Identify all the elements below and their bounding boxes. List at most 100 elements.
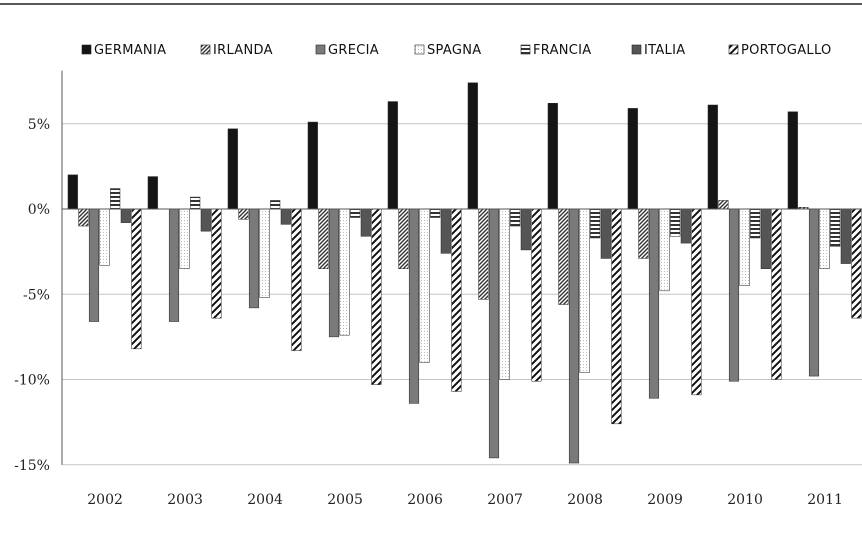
bar-spagna-2009	[659, 208, 670, 292]
x-tick-label-2006: 2006	[407, 492, 443, 508]
bar-portogallo-2009	[691, 208, 702, 396]
bar-spagna-2004	[259, 208, 270, 298]
bar-italia-2010	[760, 208, 771, 269]
x-tick-label-2005: 2005	[327, 492, 363, 508]
bar-grecia-2005	[328, 208, 340, 338]
axes	[61, 70, 862, 465]
bar-germania-2006	[387, 101, 398, 210]
bar-germania-2005	[307, 121, 318, 210]
bar-irlanda-2010	[718, 200, 729, 210]
bar-portogallo-2010	[771, 208, 782, 380]
bar-portogallo-2005	[371, 208, 382, 385]
bar-grecia-2003	[168, 208, 180, 322]
bar-francia-2002	[110, 188, 121, 210]
x-tick-labels: 2002 2003 2004 2005 2006 2007 2008 2009 2010 2011	[87, 492, 843, 508]
bar-francia-2004	[270, 200, 281, 210]
legend-swatch-spagna	[414, 44, 425, 55]
gridlines	[62, 123, 862, 466]
bar-irlanda-2005	[318, 208, 329, 269]
bar-francia-2011	[830, 208, 841, 247]
x-tick-label-2011: 2011	[807, 492, 843, 508]
bar-germania-2007	[467, 82, 478, 210]
bar-grecia-2011	[808, 208, 820, 377]
bar-portogallo-2007	[531, 208, 542, 382]
bar-grecia-2004	[248, 208, 260, 309]
bar-grecia-2007	[488, 208, 500, 459]
bar-italia-2008	[600, 208, 611, 259]
legend: GERMANIA IRLANDA GRECIA SPAGNA FRANCIA ITALIA…	[81, 43, 832, 58]
bar-italia-2004	[280, 208, 291, 225]
bar-irlanda-2006	[398, 208, 409, 269]
bar-irlanda-2007	[478, 208, 489, 300]
bar-francia-2008	[590, 208, 601, 239]
bar-portogallo-2004	[291, 208, 302, 351]
x-tick-label-2002: 2002	[87, 492, 123, 508]
bar-francia-2007	[510, 208, 521, 227]
bar-germania-2008	[547, 103, 558, 210]
legend-swatch-grecia	[315, 44, 326, 55]
legend-swatch-germania	[81, 44, 92, 55]
y-tick-label-10: -10%	[14, 373, 50, 389]
bar-spagna-2002	[99, 208, 110, 266]
bar-germania-2011	[787, 111, 798, 210]
y-tick-label-5: -5%	[23, 287, 50, 303]
x-tick-label-2003: 2003	[167, 492, 203, 508]
bar-portogallo-2003	[211, 208, 222, 319]
legend-swatch-italia	[631, 44, 642, 55]
bar-francia-2003	[190, 196, 201, 210]
legend-label-spagna: SPAGNA	[427, 43, 481, 58]
legend-label-portogallo: PORTOGALLO	[741, 43, 832, 58]
legend-swatch-francia	[520, 44, 531, 55]
bar-spagna-2006	[419, 208, 430, 363]
bar-francia-2005	[350, 208, 361, 218]
bar-italia-2006	[440, 208, 451, 254]
bar-italia-2011	[840, 208, 851, 264]
bar-germania-2004	[227, 128, 238, 210]
bar-italia-2009	[680, 208, 691, 244]
bar-spagna-2005	[339, 208, 350, 336]
legend-swatch-portogallo	[728, 44, 739, 55]
bar-irlanda-2009	[638, 208, 649, 259]
bar-spagna-2003	[179, 208, 190, 269]
bar-germania-2010	[707, 104, 718, 210]
bar-francia-2010	[750, 208, 761, 239]
x-tick-label-2008: 2008	[567, 492, 603, 508]
bar-portogallo-2002	[131, 208, 142, 350]
bar-grecia-2010	[728, 208, 740, 382]
legend-label-grecia: GRECIA	[328, 43, 379, 58]
legend-label-irlanda: IRLANDA	[213, 43, 273, 58]
bar-spagna-2007	[499, 208, 510, 380]
bar-germania-2002	[67, 174, 78, 210]
bar-spagna-2011	[819, 208, 830, 269]
bar-irlanda-2002	[78, 208, 89, 227]
bar-italia-2002	[120, 208, 131, 223]
y-tick-label-15: -15%	[14, 458, 50, 474]
bars	[67, 82, 862, 464]
y-tick-label-0: 0%	[28, 202, 50, 218]
bar-italia-2003	[200, 208, 211, 232]
bar-francia-2006	[430, 208, 441, 218]
bar-spagna-2010	[739, 208, 750, 286]
bar-grecia-2008	[568, 208, 580, 464]
x-tick-label-2007: 2007	[487, 492, 523, 508]
bar-francia-2009	[670, 208, 681, 237]
bar-grecia-2006	[408, 208, 420, 404]
y-tick-label-5: 5%	[28, 117, 50, 133]
x-tick-label-2009: 2009	[647, 492, 683, 508]
bar-germania-2003	[147, 176, 158, 210]
legend-label-germania: GERMANIA	[94, 43, 166, 58]
legend-label-italia: ITALIA	[644, 43, 685, 58]
bar-italia-2005	[360, 208, 371, 237]
bar-grecia-2002	[88, 208, 100, 322]
x-tick-label-2010: 2010	[727, 492, 763, 508]
bar-portogallo-2006	[451, 208, 462, 392]
bar-irlanda-2008	[558, 208, 569, 305]
bar-germania-2009	[627, 108, 638, 210]
bar-italia-2007	[520, 208, 531, 251]
bar-portogallo-2008	[611, 208, 622, 425]
y-tick-labels: 5% 0% -5% -10% -15%	[14, 117, 50, 474]
x-tick-label-2004: 2004	[247, 492, 283, 508]
bar-irlanda-2004	[238, 208, 249, 220]
legend-swatch-irlanda	[200, 44, 211, 55]
